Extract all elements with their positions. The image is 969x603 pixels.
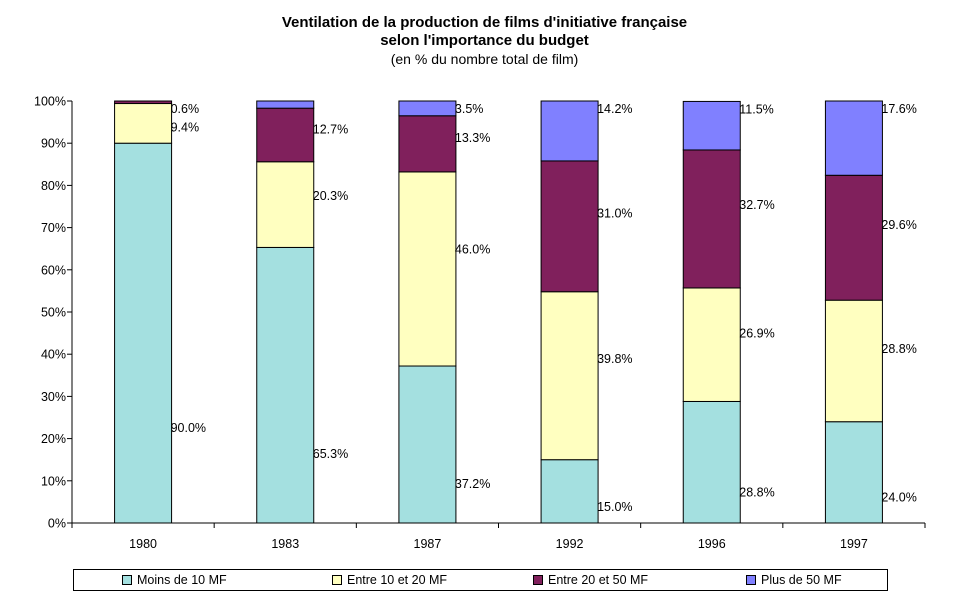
legend-item: Moins de 10 MF	[122, 573, 227, 587]
legend-label: Plus de 50 MF	[761, 573, 842, 587]
bar-segment	[398, 171, 457, 367]
legend-label: Entre 20 et 50 MF	[548, 573, 649, 587]
legend-item: Entre 20 et 50 MF	[533, 573, 648, 587]
data-label: 12.7%	[313, 123, 348, 137]
y-tick-label: 80%	[41, 179, 66, 193]
data-label: 13.3%	[455, 131, 490, 145]
bar-segment	[682, 287, 741, 402]
y-tick-label: 10%	[41, 474, 66, 488]
legend-swatch	[746, 575, 756, 585]
chart-title: Ventilation de la production de films d'…	[281, 14, 688, 31]
x-tick-label: 1997	[840, 537, 868, 551]
data-label: 11.5%	[739, 102, 774, 116]
data-label: 90.0%	[171, 421, 206, 435]
legend-label: Moins de 10 MF	[137, 573, 227, 587]
bar-segment	[682, 400, 741, 524]
y-tick-label: 100%	[34, 95, 66, 109]
y-tick-label: 20%	[41, 432, 66, 446]
data-label: 65.3%	[313, 447, 348, 461]
legend-swatch	[533, 575, 543, 585]
bar-segment	[398, 115, 457, 173]
legend-item: Entre 10 et 20 MF	[332, 573, 447, 587]
data-label: 17.6%	[881, 102, 916, 116]
bar-segment	[682, 100, 741, 151]
bar-segment	[256, 161, 315, 248]
data-label: 24.0%	[881, 491, 916, 505]
y-tick-label: 60%	[41, 263, 66, 277]
data-label: 28.8%	[739, 486, 774, 500]
data-label: 32.7%	[739, 198, 774, 212]
data-label: 29.6%	[881, 218, 916, 232]
bar-segment	[398, 100, 457, 117]
bar-segment	[824, 299, 883, 423]
x-tick-label: 1996	[698, 537, 726, 551]
data-label: 9.4%	[171, 120, 200, 134]
data-label: 26.9%	[739, 326, 774, 340]
legend-swatch	[122, 575, 132, 585]
bar-segment	[540, 459, 599, 524]
data-label: 20.3%	[313, 189, 348, 203]
data-label: 31.0%	[597, 206, 632, 220]
x-tick-label: 1992	[556, 537, 584, 551]
legend-item: Plus de 50 MF	[746, 573, 842, 587]
chart-title-line2: selon l'importance du budget	[380, 32, 589, 49]
y-tick-label: 70%	[41, 221, 66, 235]
bar-segment	[256, 107, 315, 163]
x-tick-label: 1983	[271, 537, 299, 551]
y-tick-label: 0%	[48, 517, 66, 531]
bar-segment	[114, 103, 173, 144]
bar-segment	[540, 291, 599, 461]
bar-segment	[256, 246, 315, 524]
bar-segment	[682, 149, 741, 289]
x-tick-label: 1987	[414, 537, 442, 551]
data-label: 28.8%	[881, 342, 916, 356]
data-label: 15.0%	[597, 500, 632, 514]
chart-subtitle: (en % du nombre total de film)	[390, 51, 579, 67]
data-label: 37.2%	[455, 477, 490, 491]
bar-segment	[824, 100, 883, 176]
bar-segment	[398, 365, 457, 524]
data-label: 0.6%	[171, 102, 200, 116]
y-tick-label: 30%	[41, 390, 66, 404]
bar-segment	[114, 142, 173, 524]
chart-title-block: Ventilation de la production de films d'…	[0, 14, 969, 68]
y-tick-label: 90%	[41, 137, 66, 151]
bar-segment	[540, 100, 599, 162]
bar-segment	[824, 421, 883, 524]
y-tick-label: 50%	[41, 306, 66, 320]
bar-segment	[256, 100, 315, 109]
bar-segment	[114, 100, 173, 105]
bar-segment	[540, 160, 599, 293]
legend: Moins de 10 MF Entre 10 et 20 MF Entre 20 …	[73, 569, 888, 591]
y-tick-label: 40%	[41, 348, 66, 362]
data-label: 14.2%	[597, 102, 632, 116]
bar-segment	[824, 174, 883, 301]
data-label: 46.0%	[455, 243, 490, 257]
data-label: 3.5%	[455, 102, 484, 116]
x-tick-label: 1980	[129, 537, 157, 551]
data-label: 39.8%	[597, 352, 632, 366]
legend-label: Entre 10 et 20 MF	[347, 573, 448, 587]
legend-swatch	[332, 575, 342, 585]
